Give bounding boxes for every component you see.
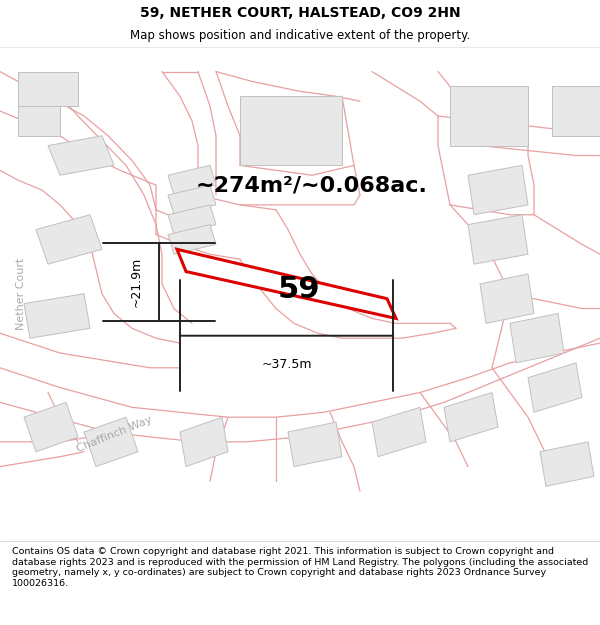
Polygon shape xyxy=(468,215,528,264)
Polygon shape xyxy=(18,71,78,106)
Polygon shape xyxy=(288,422,342,466)
Polygon shape xyxy=(36,215,102,264)
Text: Chaffinch Way: Chaffinch Way xyxy=(75,415,153,454)
Polygon shape xyxy=(168,185,216,215)
Polygon shape xyxy=(177,249,396,318)
Polygon shape xyxy=(168,166,216,195)
Polygon shape xyxy=(24,402,78,452)
Text: 59, NETHER COURT, HALSTEAD, CO9 2HN: 59, NETHER COURT, HALSTEAD, CO9 2HN xyxy=(140,6,460,20)
Polygon shape xyxy=(480,274,534,323)
Polygon shape xyxy=(168,205,216,234)
Polygon shape xyxy=(18,106,60,136)
Text: 59: 59 xyxy=(277,275,320,304)
Text: Contains OS data © Crown copyright and database right 2021. This information is : Contains OS data © Crown copyright and d… xyxy=(12,548,588,588)
Polygon shape xyxy=(180,418,228,466)
Polygon shape xyxy=(24,294,90,338)
Polygon shape xyxy=(510,314,564,363)
Polygon shape xyxy=(468,166,528,215)
Polygon shape xyxy=(240,96,342,166)
Polygon shape xyxy=(528,363,582,413)
Text: Map shows position and indicative extent of the property.: Map shows position and indicative extent… xyxy=(130,29,470,42)
Polygon shape xyxy=(168,224,216,254)
Polygon shape xyxy=(444,392,498,442)
Text: ~21.9m: ~21.9m xyxy=(129,257,142,307)
Text: ~274m²/~0.068ac.: ~274m²/~0.068ac. xyxy=(196,175,428,195)
Text: Nether Court: Nether Court xyxy=(16,258,26,330)
Polygon shape xyxy=(372,408,426,457)
Polygon shape xyxy=(84,418,138,466)
Polygon shape xyxy=(552,86,600,136)
Polygon shape xyxy=(48,136,114,175)
Text: ~37.5m: ~37.5m xyxy=(261,358,312,371)
Polygon shape xyxy=(540,442,594,486)
Polygon shape xyxy=(450,86,528,146)
